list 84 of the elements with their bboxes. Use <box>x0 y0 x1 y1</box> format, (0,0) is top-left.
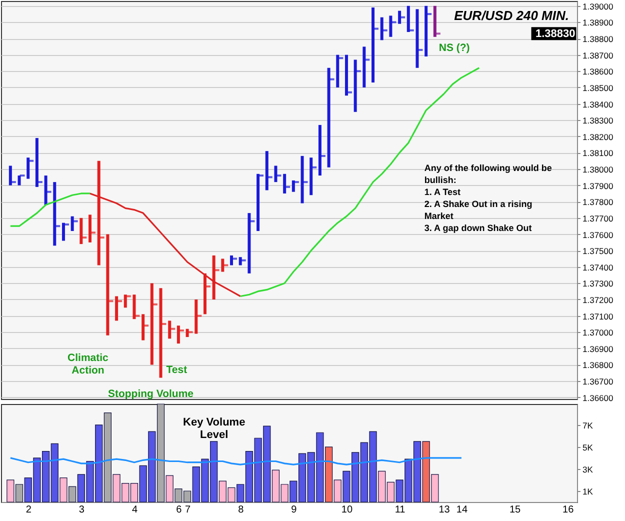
y-tick-label: 1.36600 <box>582 392 614 403</box>
line-series <box>10 192 91 227</box>
y-tick-label: 1.36700 <box>582 376 614 387</box>
y-tick-label: 1.38900 <box>582 18 614 28</box>
bar <box>265 151 268 190</box>
bar <box>70 216 74 231</box>
y-tick-label: 1.37900 <box>582 180 614 191</box>
annotation: 1.38830 <box>536 28 576 40</box>
y-tick-label: 1.37300 <box>582 278 614 289</box>
bar <box>256 174 260 231</box>
x-tick-label: 7 <box>185 504 192 516</box>
bar <box>292 180 295 192</box>
bar <box>142 314 145 340</box>
annotation: Test <box>166 364 188 376</box>
annotation: NS (?) <box>438 42 470 54</box>
y-tick-label: 1.38000 <box>582 164 614 175</box>
annotation: Any of the following would be bullish: 1. A Test 2. A Shake Out in a rising Market 3. A gap down Shake Out <box>424 163 552 234</box>
bar <box>433 6 436 37</box>
bar <box>230 255 234 266</box>
y-tick-label: 3K <box>582 464 594 474</box>
bar <box>8 166 12 186</box>
y-tick-label: 1.38200 <box>582 132 614 142</box>
bar <box>372 8 375 83</box>
bar <box>424 6 428 56</box>
y-tick-label: 5K <box>582 442 594 452</box>
bar <box>176 326 180 344</box>
x-tick-label: 13 <box>438 504 450 516</box>
y-tick-label: 1.36900 <box>582 344 614 354</box>
bar <box>186 328 189 338</box>
bar <box>300 156 304 204</box>
bar <box>80 218 83 244</box>
line-series <box>10 457 462 466</box>
y-tick-label: 1.37500 <box>582 246 614 256</box>
x-tick-label: 16 <box>562 504 574 516</box>
bar <box>124 294 127 308</box>
x-tick-label: 14 <box>456 504 468 516</box>
y-tick-label: 1.36800 <box>582 360 614 370</box>
y-tick-label: 1.37700 <box>582 213 614 224</box>
y-tick-label: 1K <box>582 486 594 496</box>
bar <box>406 6 410 32</box>
bar <box>115 296 118 321</box>
y-tick-label: 1.38600 <box>582 66 614 77</box>
bar <box>62 222 65 241</box>
bar <box>380 17 384 40</box>
y-tick-label: 7K <box>582 420 594 430</box>
x-tick-label: 3 <box>78 504 85 516</box>
bar <box>318 124 322 176</box>
x-tick-label: 2 <box>26 504 32 516</box>
y-tick-label: 1.37100 <box>582 311 614 322</box>
bar <box>88 214 92 242</box>
annotation: Stopping Volume <box>108 388 194 400</box>
y-tick-label: 1.38300 <box>582 116 614 126</box>
x-tick-label: 8 <box>238 504 244 516</box>
bar <box>44 176 48 205</box>
bar <box>159 288 162 378</box>
bar <box>283 174 286 194</box>
x-tick-label: 6 <box>176 504 182 516</box>
bar <box>18 176 21 186</box>
y-tick-label: 1.38700 <box>582 50 614 60</box>
y-tick-label: 1.37800 <box>582 197 614 208</box>
y-tick-label: 1.38400 <box>582 99 614 110</box>
y-tick-label: 1.37400 <box>582 262 614 272</box>
bar <box>354 60 357 112</box>
y-tick-label: 1.39000 <box>582 1 614 12</box>
y-tick-label: 1.37000 <box>582 328 614 338</box>
bar <box>35 138 38 187</box>
bar <box>150 283 154 365</box>
bar <box>344 54 348 96</box>
bar <box>327 68 330 168</box>
annotation: Climatic Action <box>68 352 109 377</box>
text: EUR/USD 240 MIN. <box>454 8 569 23</box>
x-tick-label: 11 <box>394 504 406 516</box>
y-tick-label: 1.37600 <box>582 230 614 240</box>
bar <box>398 10 402 24</box>
y-tick-label: 1.38100 <box>582 148 614 158</box>
annotation: Key Volume Level <box>183 416 246 442</box>
y-tick-label: 1.38500 <box>582 82 614 93</box>
x-tick-label: 15 <box>509 504 522 516</box>
y-tick-label: 1.38800 <box>582 34 614 44</box>
bar <box>238 257 242 266</box>
x-tick-label: 10 <box>341 504 353 516</box>
x-tick-label: 4 <box>132 504 138 516</box>
y-tick-label: 1.37200 <box>582 295 614 305</box>
x-tick-label: 9 <box>291 504 298 516</box>
